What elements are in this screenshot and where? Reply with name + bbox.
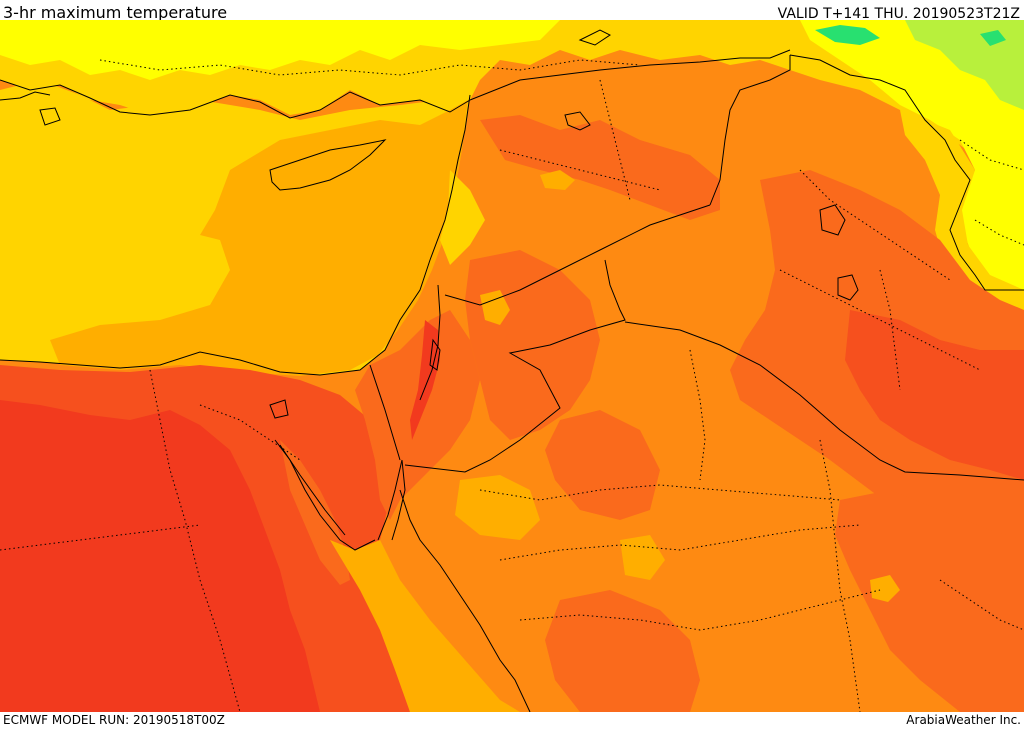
- iraq-iran-border: [789, 54, 1024, 291]
- dotted-gulf-1: [939, 579, 1024, 631]
- lake-assad: [564, 111, 591, 131]
- amber-patch-5: [455, 475, 540, 540]
- dotted-saudi-3: [519, 589, 881, 631]
- dotted-egypt-1: [149, 369, 241, 712]
- valid-time-label: VALID T+141 THU. 20190523T21Z: [777, 6, 1020, 22]
- amber-patch-4: [870, 575, 900, 602]
- gulf-of-suez: [279, 444, 346, 536]
- aegean-islands: [0, 29, 611, 126]
- lake-tharthar: [819, 204, 846, 236]
- dotted-syria-1: [499, 149, 661, 191]
- dotted-egypt-2: [0, 524, 201, 551]
- jordan-saudi-border: [404, 259, 626, 473]
- dead-sea-valley-red: [410, 320, 440, 440]
- syria-turkey-border: [469, 49, 791, 101]
- provincial-boundaries: [0, 59, 1024, 712]
- red-sea-east-coast: [399, 489, 531, 712]
- dotted-iran-1: [959, 139, 1024, 171]
- zone-turkey-yellow: [0, 20, 560, 80]
- zone-iraq-red: [845, 310, 1024, 480]
- nile-delta-lake: [269, 399, 289, 419]
- israel-egypt-border: [369, 364, 401, 461]
- gulf-of-aqaba: [377, 459, 403, 541]
- dotted-iran-2: [974, 219, 1024, 246]
- sea-amber-band: [50, 100, 468, 376]
- temperature-map[interactable]: [0, 20, 1024, 712]
- dotted-iraq-2: [779, 269, 981, 371]
- syria-iraq-border: [709, 55, 791, 206]
- dotted-saudi-2: [499, 524, 861, 561]
- cyprus-outline: [269, 139, 387, 191]
- model-run-label: ECMWF MODEL RUN: 20190518T00Z: [3, 713, 225, 727]
- map-canvas: [0, 20, 1024, 712]
- jordan-syria-border: [444, 204, 711, 306]
- gulf-of-aqaba-east: [391, 459, 406, 541]
- amber-patch-1: [480, 290, 510, 325]
- zone-northeast-cyan: [815, 25, 1006, 46]
- footer-bar: ECMWF MODEL RUN: 20190518T00Z ArabiaWeat…: [0, 712, 1024, 729]
- zone-arabia-red-orange-4: [545, 590, 700, 712]
- dotted-saudi-1: [479, 484, 841, 501]
- map-title: 3-hr maximum temperature: [3, 3, 228, 22]
- coastlines: [0, 29, 1024, 712]
- dotted-turkey-1: [99, 59, 641, 76]
- dead-sea: [429, 338, 441, 371]
- zone-egypt-dark-red: [0, 400, 320, 712]
- dotted-saudi-5: [819, 439, 861, 712]
- amber-patch-2: [620, 535, 665, 580]
- saudi-iraq-border: [624, 321, 1024, 481]
- zone-arabia-red-orange-3: [835, 490, 1024, 712]
- egypt-med-coast: [0, 94, 471, 376]
- zone-arabia-red-orange-2: [545, 410, 660, 520]
- turkey-coast: [0, 79, 471, 119]
- jordan-valley: [419, 284, 441, 401]
- amber-patch-3: [540, 170, 575, 190]
- header-bar: 3-hr maximum temperature VALID T+141 THU…: [0, 0, 1024, 22]
- zone-northeast-yellow: [800, 20, 1024, 300]
- credit-label: ArabiaWeather Inc.: [906, 713, 1021, 727]
- red-sea: [330, 540, 520, 712]
- zone-iran-gold: [900, 110, 1024, 320]
- lake-milh: [837, 274, 859, 301]
- zone-nile-red-orange: [280, 440, 350, 585]
- zone-syria-deep-orange: [480, 115, 720, 220]
